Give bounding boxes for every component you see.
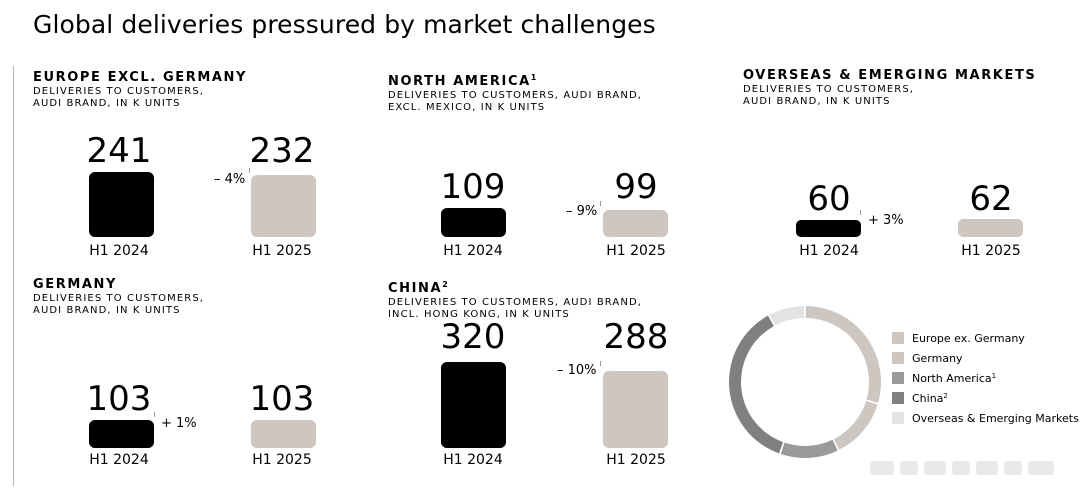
panel-subtitle: DELIVERIES TO CUSTOMERS, AUDI BRAND, EXC… (388, 90, 643, 113)
share-donut-chart (729, 306, 881, 458)
panel-subtitle: DELIVERIES TO CUSTOMERS, AUDI BRAND, INC… (388, 297, 643, 320)
bar-h1-2025 (603, 210, 668, 237)
donut-slice-1 (833, 400, 878, 450)
legend-swatch (892, 332, 904, 344)
legend-label: North America1 (912, 371, 997, 385)
donut-slice-0 (805, 306, 881, 403)
legend-item-europe: Europe ex. Germany (892, 328, 1079, 348)
bar-h1-2025 (251, 175, 316, 237)
value-label-2024: 320 (440, 317, 506, 357)
legend-label: Europe ex. Germany (912, 331, 1025, 345)
category-label-2025: H1 2025 (961, 243, 1021, 259)
legend-item-china: China2 (892, 388, 1079, 408)
bar-h1-2024 (89, 420, 154, 448)
panel-north-america: NORTH AMERICA1 DELIVERIES TO CUSTOMERS, … (388, 70, 708, 260)
change-label: + 3% (868, 213, 904, 228)
bar-h1-2025 (603, 371, 668, 448)
change-tick (860, 210, 861, 215)
donut-legend: Europe ex. Germany Germany North America… (892, 328, 1079, 428)
change-label: – 9% (566, 204, 598, 219)
panel-title: OVERSEAS & EMERGING MARKETS (743, 68, 1037, 83)
donut-slice-4 (769, 306, 805, 326)
legend-swatch (892, 412, 904, 424)
category-label-2025: H1 2025 (252, 452, 312, 468)
legend-item-overseas: Overseas & Emerging Markets (892, 408, 1079, 428)
donut-slice-3 (729, 315, 784, 454)
donut-slice-2 (780, 439, 838, 458)
divider-line (13, 66, 14, 486)
panel-title: GERMANY (33, 277, 118, 292)
watermark-logo (870, 461, 1054, 475)
bar-h1-2024 (441, 362, 506, 448)
panel-title: CHINA2 (388, 280, 448, 296)
category-label-2024: H1 2024 (89, 452, 149, 468)
legend-label: China2 (912, 391, 948, 405)
category-label-2024: H1 2024 (89, 243, 149, 259)
panel-title: NORTH AMERICA1 (388, 73, 537, 89)
legend-label: Germany (912, 351, 963, 365)
category-label-2025: H1 2025 (606, 452, 666, 468)
bar-h1-2025 (958, 219, 1023, 237)
bar-h1-2024 (89, 172, 154, 237)
bar-h1-2025 (251, 420, 316, 448)
value-label-2025: 288 (603, 317, 669, 357)
legend-swatch (892, 352, 904, 364)
value-label-2025: 62 (969, 179, 1013, 219)
panel-germany: GERMANY DELIVERIES TO CUSTOMERS, AUDI BR… (33, 277, 353, 472)
panel-title: EUROPE EXCL. GERMANY (33, 70, 248, 85)
bar-h1-2024 (796, 220, 861, 237)
category-label-2025: H1 2025 (252, 243, 312, 259)
panel-subtitle: DELIVERIES TO CUSTOMERS, AUDI BRAND, IN … (33, 86, 205, 109)
panel-subtitle: DELIVERIES TO CUSTOMERS, AUDI BRAND, IN … (743, 84, 915, 107)
value-label-2024: 60 (807, 179, 851, 219)
value-label-2024: 241 (86, 131, 152, 171)
change-tick (600, 201, 601, 206)
category-label-2024: H1 2024 (443, 243, 503, 259)
legend-swatch (892, 392, 904, 404)
change-tick (600, 361, 601, 366)
page-title: Global deliveries pressured by market ch… (33, 10, 656, 39)
panel-europe: EUROPE EXCL. GERMANY DELIVERIES TO CUSTO… (33, 70, 353, 260)
category-label-2024: H1 2024 (799, 243, 859, 259)
change-label: + 1% (161, 416, 197, 431)
value-label-2024: 103 (86, 379, 152, 419)
change-label: – 10% (557, 363, 597, 378)
bar-h1-2024 (441, 208, 506, 237)
change-label: – 4% (214, 172, 246, 187)
category-label-2025: H1 2025 (606, 243, 666, 259)
value-label-2025: 232 (249, 131, 315, 171)
category-label-2024: H1 2024 (443, 452, 503, 468)
value-label-2025: 99 (614, 167, 658, 207)
legend-label: Overseas & Emerging Markets (912, 411, 1079, 425)
legend-item-germany: Germany (892, 348, 1079, 368)
value-label-2024: 109 (440, 167, 506, 207)
panel-china: CHINA2 DELIVERIES TO CUSTOMERS, AUDI BRA… (388, 277, 708, 472)
panel-overseas: OVERSEAS & EMERGING MARKETS DELIVERIES T… (743, 68, 1073, 260)
change-tick (154, 412, 155, 417)
value-label-2025: 103 (249, 379, 315, 419)
panel-subtitle: DELIVERIES TO CUSTOMERS, AUDI BRAND, IN … (33, 293, 205, 316)
legend-swatch (892, 372, 904, 384)
change-tick (249, 168, 250, 173)
legend-item-north-america: North America1 (892, 368, 1079, 388)
